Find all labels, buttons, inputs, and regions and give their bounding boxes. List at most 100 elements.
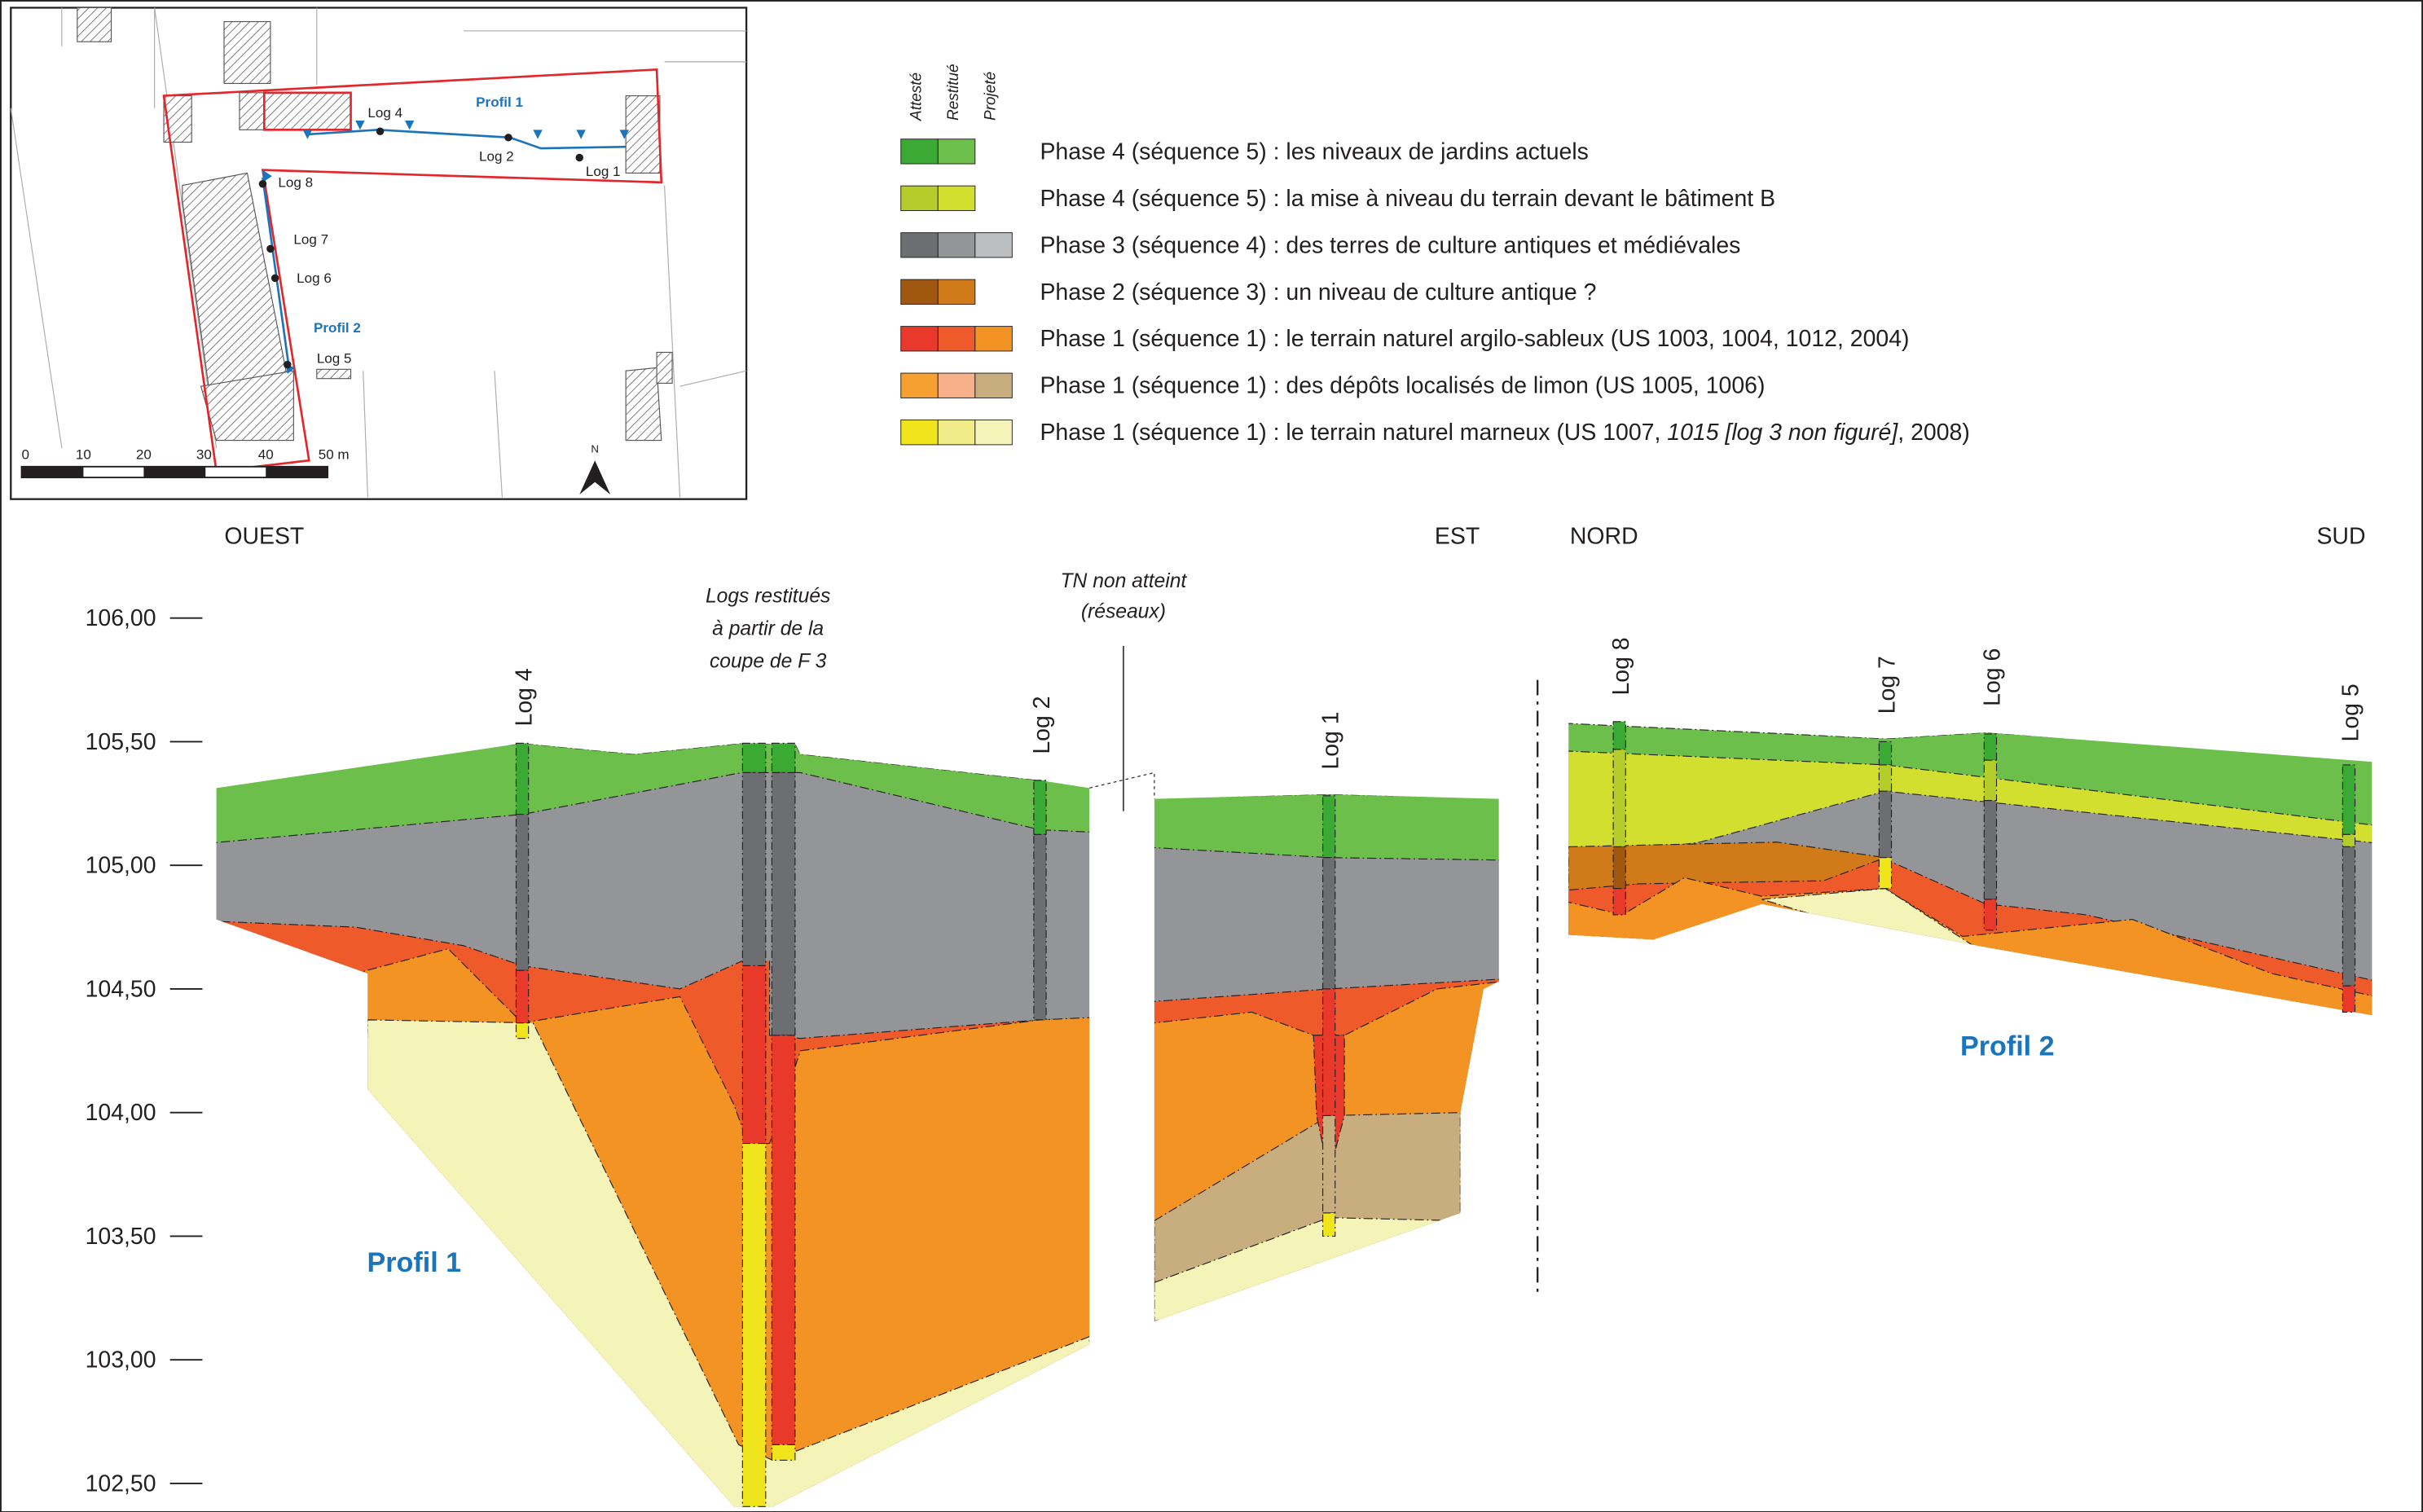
- log-segment: [1321, 988, 1336, 1117]
- map-log-label: Log 5: [317, 351, 352, 367]
- legend-swatch: [937, 138, 976, 165]
- log-segment: [1983, 759, 1998, 802]
- elevation-label: 105,00: [86, 853, 156, 879]
- log-label: Log 8: [1608, 637, 1634, 695]
- map-log-label: Log 2: [479, 148, 514, 164]
- log-segment: [771, 1035, 796, 1446]
- legend-label: Phase 1 (séquence 1) : le terrain nature…: [1040, 326, 1909, 352]
- log-segment: [1612, 888, 1626, 916]
- scale-label: 20: [136, 446, 152, 462]
- north-label: N: [591, 443, 599, 455]
- log-segment: [1878, 790, 1893, 859]
- log-segment: [2342, 846, 2356, 987]
- legend-label-part: Phase 2 (séquence 3) : un niveau de cult…: [1040, 279, 1596, 305]
- map-log-label: Log 6: [297, 270, 332, 286]
- elevation-label: 103,00: [86, 1347, 156, 1374]
- log-label: Log 4: [511, 668, 537, 726]
- log-segment: [1878, 741, 1893, 766]
- log-segment: [741, 742, 767, 773]
- direction-label: NORD: [1570, 524, 1638, 550]
- legend-swatch: [974, 420, 1013, 446]
- legend-label-part: Phase 4 (séquence 5) : les niveaux de ja…: [1040, 138, 1588, 165]
- log-segment: [1612, 749, 1626, 848]
- legend-column: Projeté: [982, 72, 999, 121]
- log-segment: [1612, 721, 1626, 750]
- legend-label: Phase 1 (séquence 1) : le terrain nature…: [1040, 420, 1969, 446]
- profile-label: Profil 2: [1960, 1031, 2055, 1062]
- log-label: Log 2: [1029, 696, 1055, 754]
- elevation-label: 106,00: [86, 605, 156, 631]
- elevation-label: 104,50: [86, 976, 156, 1002]
- legend-label: Phase 1 (séquence 1) : des dépôts locali…: [1040, 373, 1765, 399]
- scale-label: 0: [22, 446, 29, 462]
- legend-column: Restitué: [945, 64, 962, 121]
- scale-label: 50 m: [319, 446, 350, 462]
- legend-label: Phase 2 (séquence 3) : un niveau de cult…: [1040, 279, 1596, 305]
- elevation-label: 105,50: [86, 729, 156, 755]
- log-segment: [1878, 764, 1893, 792]
- soil-layer: [1568, 877, 2372, 1016]
- log-segment: [1033, 833, 1047, 1021]
- profile-markers: [262, 120, 629, 375]
- legend-swatch: [974, 372, 1013, 398]
- soil-lens: [1568, 842, 1886, 891]
- note: (réseaux): [1081, 601, 1166, 623]
- log-segment: [1612, 846, 1626, 890]
- legend-swatch: [900, 420, 939, 446]
- buildings: [77, 7, 673, 442]
- elevation-label: 102,50: [86, 1470, 156, 1497]
- log-segment: [1983, 799, 1998, 900]
- legend-swatch: [900, 138, 939, 165]
- legend-swatch: [900, 232, 939, 258]
- log-segment: [1321, 1212, 1336, 1237]
- scale-bar: 0 10 20 30 40 50 m: [20, 446, 350, 479]
- note: TN non atteint: [1061, 570, 1188, 592]
- legend: Attesté Restitué Projeté Phase 4 (séquence …: [900, 64, 1970, 446]
- log-segment: [515, 814, 530, 971]
- legend-label-part: 1015 [log 3 non figuré]: [1667, 420, 1898, 446]
- log-segment: [515, 969, 530, 1024]
- log-segment: [2342, 764, 2356, 835]
- map-labels: Log 4 Log 2 Log 1 Log 8 Log 7 Log 6 Log …: [278, 94, 620, 367]
- legend-swatch: [937, 326, 976, 352]
- map-log-label: Log 8: [278, 175, 313, 191]
- legend-label-part: Phase 1 (séquence 1) : des dépôts locali…: [1040, 373, 1765, 399]
- log-segment: [1983, 733, 1998, 761]
- log-label: Log 1: [1318, 711, 1344, 769]
- map-log-label: Log 7: [293, 232, 328, 248]
- log-segment: [2342, 833, 2356, 848]
- legend-label-part: , 2008): [1898, 420, 1970, 446]
- map-log-label: Log 4: [367, 105, 402, 121]
- legend-label-part: Phase 1 (séquence 1) : le terrain nature…: [1040, 326, 1909, 352]
- north-arrow: N: [579, 443, 611, 494]
- note: Logs restitués: [706, 586, 830, 608]
- direction-label: EST: [1435, 524, 1480, 550]
- log-segment: [1983, 899, 1998, 931]
- legend-label: Phase 3 (séquence 4) : des terres de cul…: [1040, 232, 1740, 258]
- legend-swatch: [937, 232, 976, 258]
- legend-label-part: Phase 3 (séquence 4) : des terres de cul…: [1040, 232, 1740, 258]
- log-segment: [1321, 1114, 1336, 1214]
- log-label: Log 6: [1979, 648, 2005, 706]
- note: coupe de F 3: [710, 650, 827, 672]
- map-lines: [10, 7, 747, 498]
- legend-swatch: [900, 372, 939, 398]
- note: à partir de la: [712, 618, 824, 640]
- direction-label: OUEST: [224, 524, 304, 550]
- log-segment: [515, 1022, 530, 1040]
- log-segment: [1321, 795, 1336, 859]
- log-segment: [1321, 857, 1336, 990]
- log-segment: [741, 965, 767, 1145]
- log-segment: [2342, 985, 2356, 1013]
- scale-label: 30: [196, 446, 212, 462]
- profile-label: Profil 1: [367, 1247, 461, 1278]
- legend-swatch: [937, 185, 976, 212]
- log-points: [258, 127, 583, 369]
- map-frame: [10, 7, 748, 500]
- map-profile-label: Profil 2: [314, 320, 361, 336]
- map-log-label: Log 1: [586, 164, 621, 179]
- legend-swatch: [937, 372, 976, 398]
- site-map: Log 4 Log 2 Log 1 Log 8 Log 7 Log 6 Log …: [10, 7, 748, 500]
- section: 106,00 105,50 105,00 104,50 104,00 103,50 103,…: [86, 524, 2372, 1507]
